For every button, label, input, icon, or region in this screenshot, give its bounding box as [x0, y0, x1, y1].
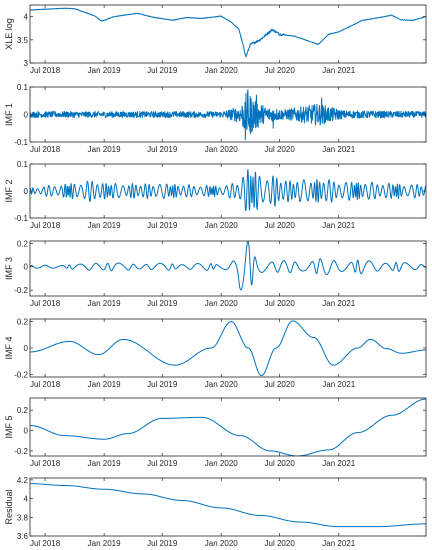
y-tick-label: 3 — [24, 59, 29, 68]
series-line-imf-1 — [30, 89, 426, 141]
y-tick-label: 0 — [24, 344, 29, 353]
series-line-imf-4 — [30, 320, 426, 377]
axes-frame — [29, 397, 427, 457]
x-tick-label: Jan 2021 — [322, 299, 355, 308]
axes-frame — [29, 4, 427, 64]
series-line-imf-5 — [30, 398, 426, 456]
y-tick-label: 4 — [24, 495, 29, 504]
x-tick-label: Jul 2020 — [265, 539, 296, 548]
x-tick-label: Jan 2020 — [205, 539, 238, 548]
y-tick-label: 4.2 — [17, 476, 29, 485]
x-tick-label: Jan 2020 — [205, 145, 238, 154]
x-tick-label: Jul 2020 — [265, 380, 296, 389]
x-tick-label: Jul 2018 — [30, 539, 61, 548]
subplot-imf-5: -0.2 0 0.2 Jul 2018 Jan 2019 Jul 2019 Jan 2020… — [4, 397, 427, 468]
y-axis-label: IMF 2 — [4, 179, 14, 202]
x-tick-label: Jul 2020 — [265, 145, 296, 154]
x-tick-label: Jul 2019 — [147, 66, 178, 75]
x-tick-label: Jul 2020 — [265, 299, 296, 308]
x-tick-label: Jan 2021 — [322, 539, 355, 548]
x-tick-label: Jul 2020 — [265, 221, 296, 230]
x-tick-label: Jan 2020 — [205, 299, 238, 308]
x-tick-label: Jul 2018 — [30, 66, 61, 75]
x-tick-label: Jul 2018 — [30, 299, 61, 308]
y-axis-label: IMF 1 — [4, 103, 14, 126]
x-tick-label: Jan 2019 — [88, 221, 121, 230]
y-tick-label: 0 — [24, 111, 29, 120]
x-tick-label: Jul 2018 — [30, 459, 61, 468]
x-tick-label: Jan 2020 — [205, 459, 238, 468]
x-tick-label: Jan 2019 — [88, 145, 121, 154]
axes-frame — [29, 318, 427, 378]
x-tick-label: Jan 2020 — [205, 66, 238, 75]
x-tick-label: Jul 2018 — [30, 380, 61, 389]
x-tick-label: Jan 2021 — [322, 221, 355, 230]
y-tick-label: 0 — [24, 187, 29, 196]
series-line-imf-2 — [30, 168, 426, 212]
y-tick-label: 0.2 — [17, 239, 29, 248]
subplot-residual: 3.6 3.8 4 4.2 Jul 2018 Jan 2019 Jul 2019 Jan 20… — [4, 476, 427, 548]
series-line-xle-log — [30, 7, 426, 58]
x-tick-label: Jan 2019 — [88, 459, 121, 468]
y-tick-label: 3.6 — [17, 532, 29, 541]
y-tick-label: 0.1 — [17, 160, 29, 169]
subplot-xle-log: 3 3.5 4 Jul 2018 Jan 2019 Jul 2019 Jan 2020 Jul… — [4, 4, 427, 75]
y-tick-label: -0.1 — [14, 138, 28, 147]
x-tick-label: Jan 2020 — [205, 380, 238, 389]
y-tick-label: 0.2 — [17, 318, 29, 327]
y-tick-label: 4 — [24, 13, 29, 22]
x-tick-label: Jan 2019 — [88, 66, 121, 75]
x-tick-label: Jan 2019 — [88, 380, 121, 389]
y-axis-label: IMF 3 — [4, 257, 14, 280]
subplot-imf-3: -0.2 0 0.2 Jul 2018 Jan 2019 Jul 2019 Jan 2020… — [4, 239, 427, 308]
y-tick-label: 0.1 — [17, 83, 29, 92]
y-tick-label: 3.5 — [17, 36, 29, 45]
y-tick-label: -0.2 — [14, 370, 28, 379]
subplot-imf-1: -0.1 0 0.1 Jul 2018 Jan 2019 Jul 2019 Jan 2020… — [4, 83, 427, 154]
x-tick-label: Jul 2020 — [265, 66, 296, 75]
x-tick-label: Jul 2018 — [30, 145, 61, 154]
x-tick-label: Jul 2019 — [147, 299, 178, 308]
y-tick-label: 0 — [24, 263, 29, 272]
x-tick-label: Jul 2018 — [30, 221, 61, 230]
x-tick-label: Jan 2021 — [322, 145, 355, 154]
x-tick-label: Jul 2019 — [147, 539, 178, 548]
y-tick-label: 0.2 — [17, 406, 29, 415]
x-tick-label: Jan 2019 — [88, 539, 121, 548]
x-tick-label: Jan 2020 — [205, 221, 238, 230]
x-tick-label: Jul 2019 — [147, 145, 178, 154]
series-line-residual — [30, 483, 426, 528]
subplot-imf-2: -0.1 0 0.1 Jul 2018 Jan 2019 Jul 2019 Jan 2020… — [4, 160, 427, 230]
y-axis-label: IMF 4 — [4, 336, 14, 359]
y-axis-label: IMF 5 — [4, 415, 14, 438]
y-axis-label: Residual — [4, 489, 14, 524]
x-tick-label: Jan 2021 — [322, 459, 355, 468]
x-tick-label: Jul 2019 — [147, 459, 178, 468]
axes-frame — [29, 240, 427, 297]
x-tick-label: Jul 2019 — [147, 380, 178, 389]
y-axis-label: XLE log — [4, 18, 14, 50]
x-tick-label: Jan 2021 — [322, 66, 355, 75]
x-tick-label: Jan 2019 — [88, 299, 121, 308]
y-tick-label: 0 — [24, 427, 29, 436]
y-tick-label: 3.8 — [17, 513, 29, 522]
y-tick-label: -0.1 — [14, 214, 28, 223]
x-tick-label: Jul 2019 — [147, 221, 178, 230]
x-tick-label: Jul 2020 — [265, 459, 296, 468]
x-tick-label: Jan 2021 — [322, 380, 355, 389]
series-line-imf-3 — [30, 241, 426, 291]
subplot-imf-4: -0.2 0 0.2 Jul 2018 Jan 2019 Jul 2019 Jan 2020… — [4, 318, 427, 389]
y-tick-label: -0.2 — [14, 447, 28, 456]
y-tick-label: -0.2 — [14, 286, 28, 295]
axes-frame — [29, 477, 427, 537]
